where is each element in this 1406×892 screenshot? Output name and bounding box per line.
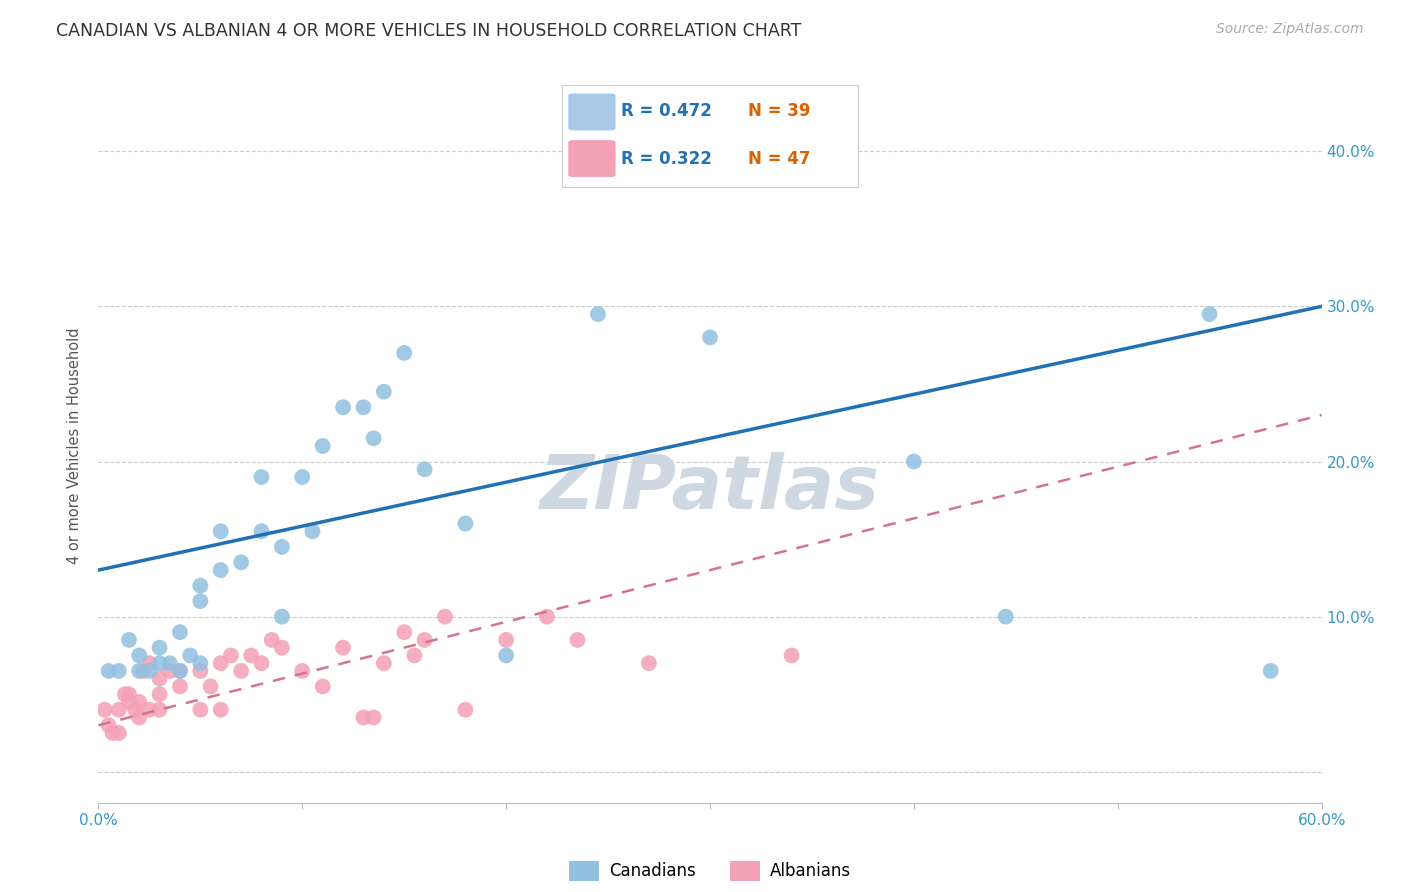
Point — [270, 540, 294, 554]
Point — [149, 672, 172, 686]
Point — [209, 703, 232, 717]
Point — [250, 470, 273, 484]
Text: ZIPatlas: ZIPatlas — [540, 452, 880, 525]
Point — [291, 470, 314, 484]
Legend: Canadians, Albanians: Canadians, Albanians — [562, 855, 858, 888]
Text: R = 0.322: R = 0.322 — [621, 150, 713, 168]
Point — [128, 648, 150, 663]
Point — [149, 656, 172, 670]
Point — [101, 726, 124, 740]
Point — [301, 524, 323, 539]
Point — [128, 695, 150, 709]
Point — [209, 656, 232, 670]
Text: R = 0.472: R = 0.472 — [621, 103, 713, 120]
Point — [270, 609, 294, 624]
Point — [108, 664, 131, 678]
Point — [169, 664, 191, 678]
Point — [363, 710, 385, 724]
Point — [312, 680, 335, 694]
Point — [586, 307, 609, 321]
Point — [97, 664, 120, 678]
Point — [454, 516, 477, 531]
Point — [108, 726, 131, 740]
Point — [188, 703, 212, 717]
Point — [1198, 307, 1220, 321]
Point — [188, 594, 212, 608]
Point — [495, 632, 517, 647]
Point — [179, 648, 201, 663]
Point — [159, 656, 181, 670]
Point — [454, 703, 477, 717]
Point — [291, 664, 314, 678]
Point — [138, 656, 160, 670]
Point — [138, 664, 160, 678]
Point — [392, 625, 416, 640]
Point — [352, 401, 374, 415]
Point — [1260, 664, 1282, 678]
Point — [93, 703, 115, 717]
Point — [495, 648, 517, 663]
Point — [332, 640, 354, 655]
Point — [200, 680, 222, 694]
Point — [124, 703, 146, 717]
Point — [231, 555, 253, 569]
Point — [118, 687, 141, 701]
Point — [536, 609, 558, 624]
Point — [118, 632, 141, 647]
Text: Source: ZipAtlas.com: Source: ZipAtlas.com — [1216, 22, 1364, 37]
Point — [404, 648, 426, 663]
FancyBboxPatch shape — [568, 94, 616, 130]
Point — [250, 656, 273, 670]
Point — [169, 680, 191, 694]
Point — [638, 656, 661, 670]
Point — [138, 703, 160, 717]
Point — [219, 648, 242, 663]
Point — [413, 462, 436, 476]
Point — [312, 439, 335, 453]
Point — [352, 710, 374, 724]
Point — [149, 703, 172, 717]
Point — [114, 687, 136, 701]
Point — [250, 524, 273, 539]
Point — [434, 609, 457, 624]
Point — [169, 625, 191, 640]
Point — [373, 384, 395, 399]
Point — [97, 718, 120, 732]
Point — [108, 703, 131, 717]
Text: N = 39: N = 39 — [748, 103, 811, 120]
Point — [188, 656, 212, 670]
Point — [363, 431, 385, 445]
Point — [169, 664, 191, 678]
Point — [332, 401, 354, 415]
Point — [392, 346, 416, 360]
Point — [159, 664, 181, 678]
Point — [567, 632, 589, 647]
Point — [270, 640, 294, 655]
Point — [128, 710, 150, 724]
Point — [132, 664, 155, 678]
Point — [149, 687, 172, 701]
Point — [128, 664, 150, 678]
Point — [240, 648, 263, 663]
Point — [231, 664, 253, 678]
Point — [994, 609, 1017, 624]
Text: N = 47: N = 47 — [748, 150, 811, 168]
Y-axis label: 4 or more Vehicles in Household: 4 or more Vehicles in Household — [67, 327, 83, 565]
Point — [413, 632, 436, 647]
FancyBboxPatch shape — [568, 140, 616, 177]
Point — [209, 563, 232, 577]
Point — [188, 664, 212, 678]
Point — [209, 524, 232, 539]
Point — [780, 648, 803, 663]
Point — [188, 579, 212, 593]
Point — [903, 454, 925, 468]
Point — [699, 330, 721, 344]
Text: CANADIAN VS ALBANIAN 4 OR MORE VEHICLES IN HOUSEHOLD CORRELATION CHART: CANADIAN VS ALBANIAN 4 OR MORE VEHICLES … — [56, 22, 801, 40]
Point — [260, 632, 283, 647]
Point — [149, 640, 172, 655]
Point — [373, 656, 395, 670]
Point — [118, 695, 141, 709]
